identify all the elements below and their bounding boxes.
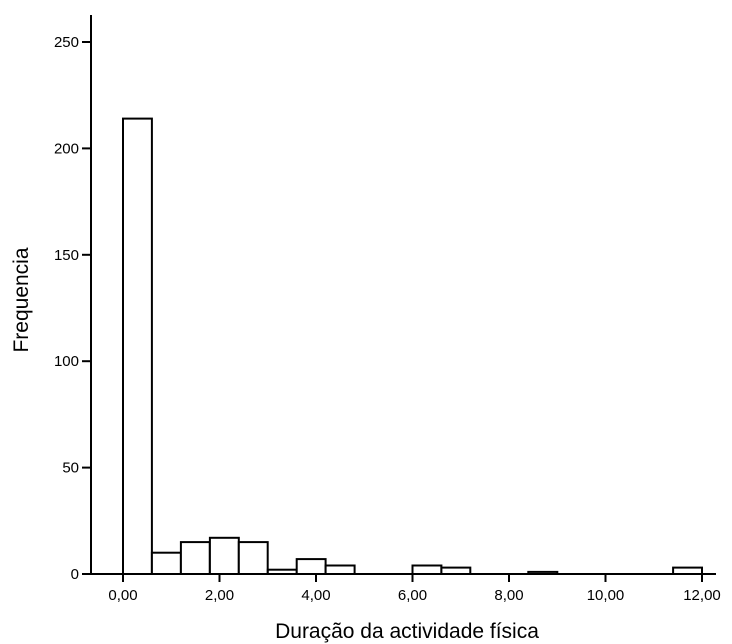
y-tick-label: 50 — [62, 460, 79, 477]
histogram-bar — [150, 551, 182, 576]
y-tick-label: 0 — [71, 566, 79, 583]
x-axis-title: Duração da actividade física — [275, 620, 539, 643]
x-tick-label: 2,00 — [205, 587, 234, 604]
y-tick-label: 150 — [54, 247, 79, 264]
histogram-bar — [295, 558, 327, 575]
x-tick-label: 8,00 — [494, 587, 523, 604]
histogram-bar — [237, 541, 269, 575]
x-tick-label: 0,00 — [108, 587, 137, 604]
x-tick-label: 10,00 — [587, 587, 625, 604]
plot-area: 0 50 100 150 200 250 0,00 2,00 4,00 6,00 8,00 10,00… — [54, 15, 721, 604]
x-tick-label: 6,00 — [398, 587, 427, 604]
y-axis-title: Frequencia — [10, 247, 33, 352]
x-tick-label: 12,00 — [683, 587, 721, 604]
y-tick-label: 200 — [54, 140, 79, 157]
y-tick-label: 250 — [54, 34, 79, 51]
histogram-bar — [179, 541, 211, 575]
histogram-bar — [208, 536, 240, 575]
y-tick-label: 100 — [54, 353, 79, 370]
histogram-bar — [411, 564, 443, 575]
histogram-bar — [122, 117, 153, 575]
x-tick-label: 4,00 — [301, 587, 330, 604]
histogram-bar — [324, 564, 356, 575]
